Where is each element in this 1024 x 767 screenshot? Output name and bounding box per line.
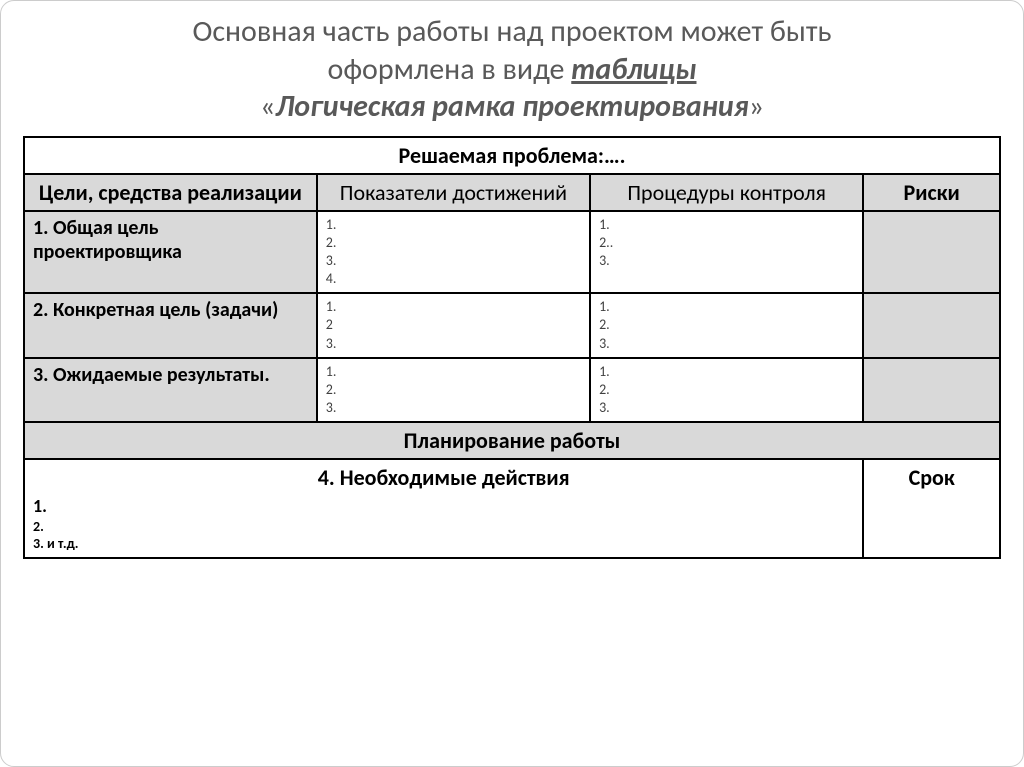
- row-actions: 4. Необходимые действия 1. 2. 3. и т.д. …: [24, 459, 1000, 558]
- row2-risks: [863, 293, 1000, 358]
- planning-header: Планирование работы: [24, 422, 1000, 459]
- row3-risks: [863, 358, 1000, 423]
- row1-risks: [863, 211, 1000, 294]
- title-quote-open: «: [260, 88, 275, 125]
- row-3-results: 3. Ожидаемые результаты. 1. 2. 3. 1. 2. …: [24, 358, 1000, 423]
- row1-label: 1. Общая цель проектировщика: [24, 211, 317, 294]
- action-item-1: 1.: [33, 495, 854, 518]
- actions-list: 1. 2. 3. и т.д.: [33, 495, 854, 553]
- slide-title: Основная часть работы над проектом может…: [23, 13, 1001, 126]
- logframe-table: Решаемая проблема:…. Цели, средства реал…: [23, 136, 1001, 559]
- row-2-specific-goal: 2. Конкретная цель (задачи) 1. 2 3. 1. 2…: [24, 293, 1000, 358]
- row1-controls: 1. 2.. 3.: [590, 211, 863, 294]
- row-column-headers: Цели, средства реализации Показатели дос…: [24, 174, 1000, 211]
- col-header-goals: Цели, средства реализации: [24, 174, 317, 211]
- title-line1b: оформлена в виде: [328, 51, 572, 88]
- row3-label: 3. Ожидаемые результаты.: [24, 358, 317, 423]
- actions-cell: 4. Необходимые действия 1. 2. 3. и т.д.: [24, 459, 863, 558]
- col-header-controls: Процедуры контроля: [590, 174, 863, 211]
- action-item-2: 2.: [33, 518, 854, 536]
- row2-controls: 1. 2. 3.: [590, 293, 863, 358]
- col-header-indicators: Показатели достижений: [317, 174, 590, 211]
- actions-title: 4. Необходимые действия: [33, 464, 854, 491]
- problem-header: Решаемая проблема:….: [24, 137, 1000, 174]
- col-header-risks: Риски: [863, 174, 1000, 211]
- row1-indicators: 1. 2. 3. 4.: [317, 211, 590, 294]
- row3-indicators: 1. 2. 3.: [317, 358, 590, 423]
- row3-controls: 1. 2. 3.: [590, 358, 863, 423]
- row-1-overall-goal: 1. Общая цель проектировщика 1. 2. 3. 4.…: [24, 211, 1000, 294]
- title-line1a: Основная часть работы над проектом может…: [192, 13, 831, 50]
- title-quote-close: »: [749, 88, 764, 125]
- action-item-3: 3. и т.д.: [33, 535, 854, 553]
- slide-frame: Основная часть работы над проектом может…: [0, 0, 1024, 767]
- deadline-header: Срок: [863, 459, 1000, 558]
- title-subtitle: Логическая рамка проектирования: [275, 88, 748, 125]
- row2-label: 2. Конкретная цель (задачи): [24, 293, 317, 358]
- row-planning-header: Планирование работы: [24, 422, 1000, 459]
- row2-indicators: 1. 2 3.: [317, 293, 590, 358]
- row-problem: Решаемая проблема:….: [24, 137, 1000, 174]
- title-emphasis: таблицы: [571, 51, 696, 88]
